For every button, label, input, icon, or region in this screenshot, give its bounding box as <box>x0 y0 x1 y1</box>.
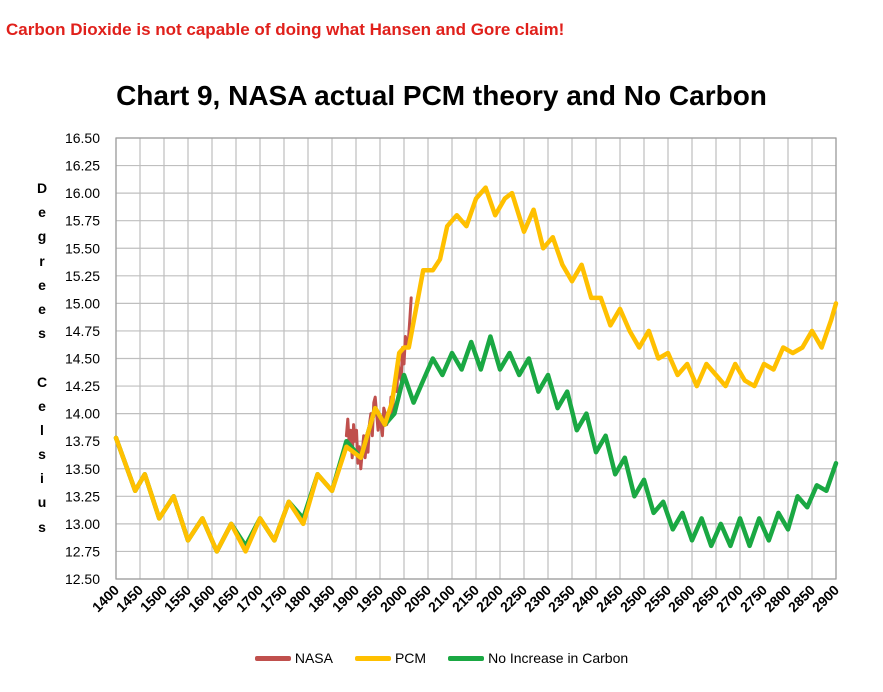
series-line-pcm <box>113 185 839 554</box>
legend-item-pcm: PCM <box>354 650 427 666</box>
x-tick-labels: 1400145015001550160016501700175018001850… <box>89 582 842 615</box>
legend-swatch-pcm <box>354 655 391 661</box>
y-axis-label-char: l <box>40 421 44 438</box>
legend-label-pcm: PCM <box>394 650 427 666</box>
y-tick-labels: 12.50 12.75 13.00 13.25 13.50 13.75 14.00 14.25… <box>65 130 100 587</box>
chart-title: Chart 9, NASA actual PCM theory and No C… <box>116 80 767 111</box>
legend-swatch-nasa <box>254 655 291 661</box>
y-tick-label: 12.75 <box>65 543 100 559</box>
legend-label-nasa: NASA <box>294 650 333 666</box>
y-tick-label: 14.25 <box>65 378 100 394</box>
series-lines <box>113 185 839 554</box>
y-tick-label: 16.50 <box>65 130 100 146</box>
chart-banner-claim: Carbon Dioxide is not capable of doing w… <box>6 20 565 39</box>
y-axis-label-char: e <box>38 397 46 414</box>
y-tick-label: 15.25 <box>65 268 100 284</box>
y-axis-label-char: e <box>38 276 46 293</box>
legend: NASA PCM No Increase in Carbon <box>0 650 883 666</box>
y-axis-label-char: C <box>36 373 48 390</box>
y-tick-label: 16.25 <box>65 158 100 174</box>
x-tick-label: 2900 <box>809 582 842 615</box>
legend-label-no-carbon: No Increase in Carbon <box>488 650 629 666</box>
y-axis-label-char: s <box>38 446 46 463</box>
y-tick-label: 15.00 <box>65 295 100 311</box>
series-line-nasa <box>344 296 413 471</box>
y-tick-label: 16.00 <box>65 185 100 201</box>
y-axis-label-char: e <box>38 300 46 317</box>
y-axis-label-char: s <box>38 518 46 535</box>
y-axis-label-char: u <box>37 494 47 511</box>
y-axis-label-char: e <box>38 204 46 221</box>
legend-item-nasa: NASA <box>254 650 333 666</box>
y-axis-label-char: D <box>36 180 48 196</box>
y-tick-label: 15.75 <box>65 213 100 229</box>
legend-item-no-carbon: No Increase in Carbon <box>448 650 628 666</box>
y-tick-label: 12.50 <box>65 571 100 587</box>
y-tick-label: 13.50 <box>65 461 100 477</box>
legend-swatch-no-carbon <box>448 655 485 661</box>
y-axis-label-char: g <box>37 228 47 245</box>
y-tick-label: 13.75 <box>65 433 100 449</box>
plot-border <box>115 137 837 580</box>
y-tick-label: 14.00 <box>65 406 100 422</box>
y-axis-label-char: s <box>38 325 46 342</box>
y-tick-label: 14.50 <box>65 351 100 367</box>
y-axis-label: D e g r e e s C e l s i u s <box>33 176 51 539</box>
y-axis-label-char: i <box>40 470 44 487</box>
y-tick-label: 13.25 <box>65 488 100 504</box>
y-axis-label-char: r <box>39 252 45 269</box>
y-tick-label: 13.00 <box>65 516 100 532</box>
y-tick-label: 15.50 <box>65 240 100 256</box>
y-tick-label: 14.75 <box>65 323 100 339</box>
